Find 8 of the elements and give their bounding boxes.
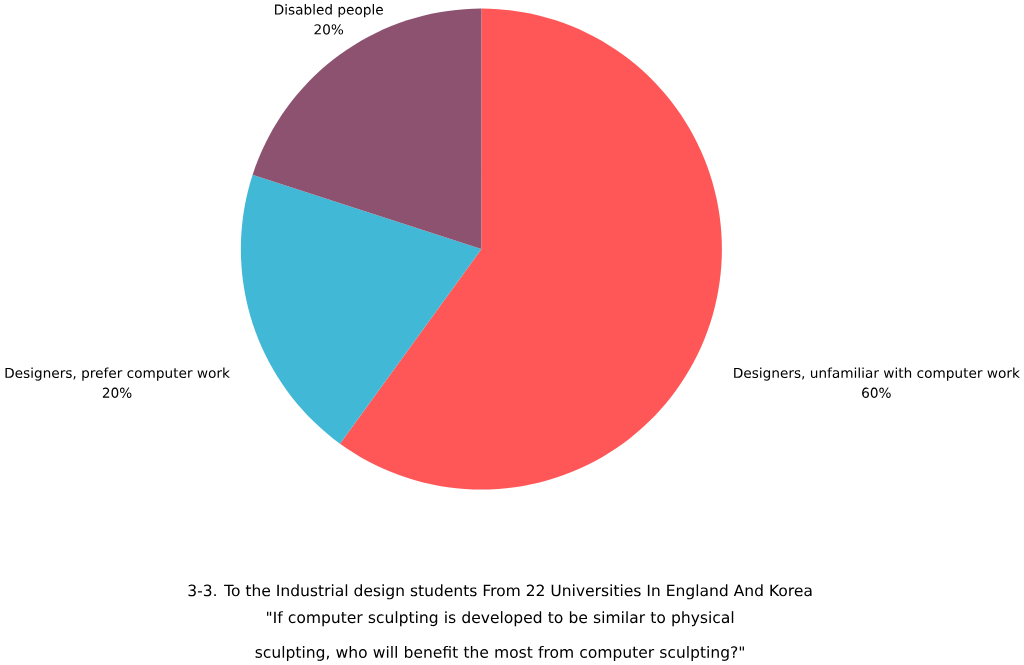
- text: "If computer sculpting is developed to be similar to physical sculpting, who will benefit the most from computer sculpting?": [255, 611, 744, 661]
- data-label: 20%: [102, 387, 132, 398]
- slice-label: Designers, unfamiliar with computer work: [734, 367, 1020, 381]
- slice-label: Disabled people: [275, 4, 383, 18]
- data-label: 60%: [862, 387, 891, 398]
- data-label: 20%: [314, 24, 344, 35]
- slice-label: Designers, prefer computer work: [5, 367, 230, 381]
- text: 3-3. To the Industrial design students From 22 Universities In England And Korea: [188, 584, 812, 600]
